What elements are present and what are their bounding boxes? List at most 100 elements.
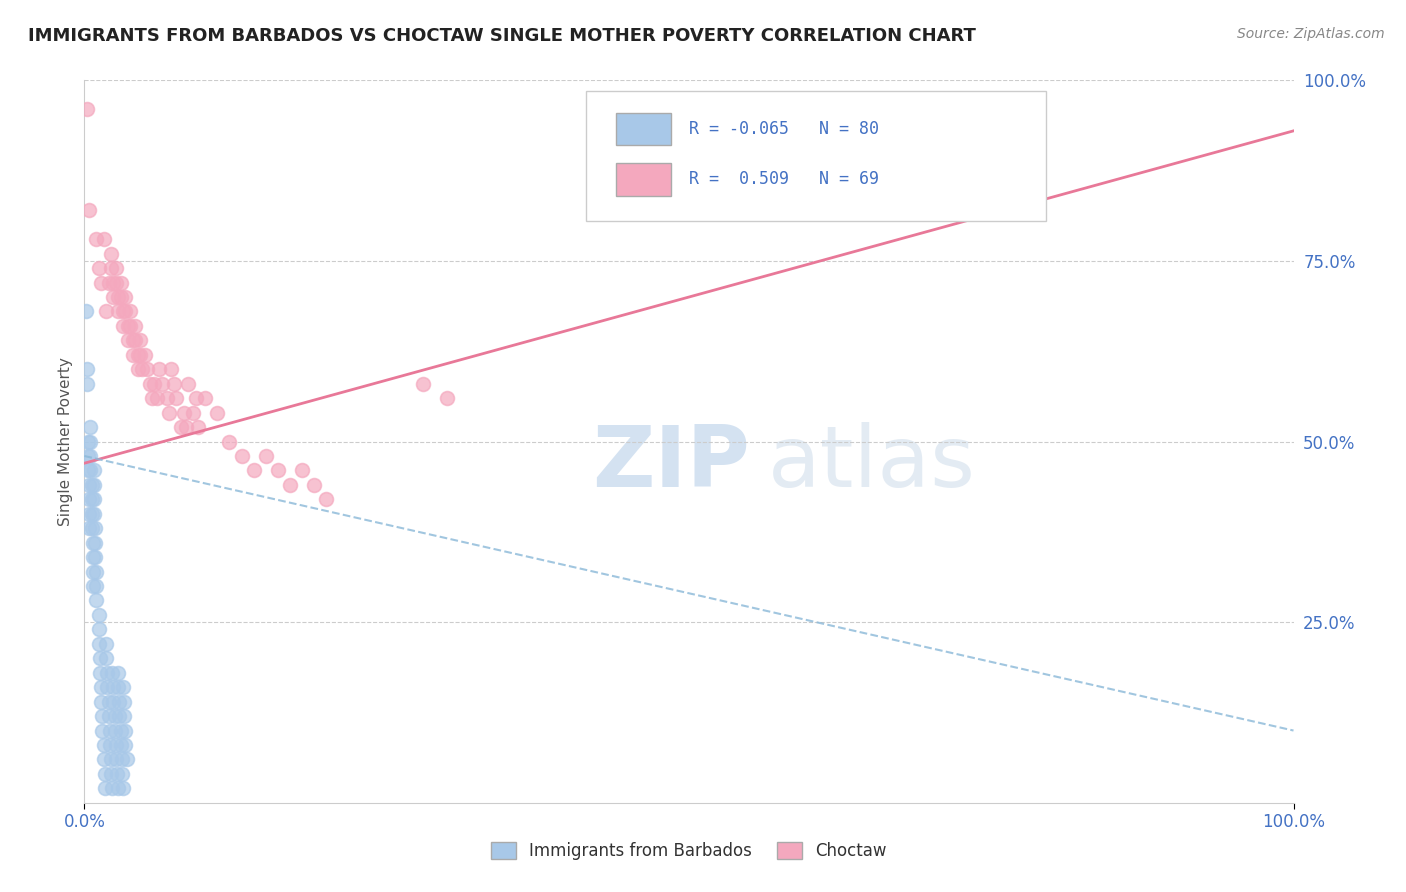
Point xyxy=(103,276,125,290)
Text: IMMIGRANTS FROM BARBADOS VS CHOCTAW SINGLE MOTHER POVERTY CORRELATION CHART: IMMIGRANTS FROM BARBADOS VS CHOCTAW SING… xyxy=(28,27,976,45)
Point xyxy=(278,478,301,492)
Point xyxy=(114,290,136,304)
Point xyxy=(94,651,117,665)
Point xyxy=(131,362,153,376)
Point xyxy=(82,565,104,579)
Point xyxy=(83,492,105,507)
Point xyxy=(110,723,132,738)
Point xyxy=(103,680,125,694)
Point xyxy=(97,709,120,723)
Point xyxy=(104,261,127,276)
Point xyxy=(98,738,121,752)
Point xyxy=(77,449,100,463)
Point xyxy=(86,232,108,246)
Point xyxy=(103,290,125,304)
Point xyxy=(136,362,159,376)
Point xyxy=(98,723,121,738)
Point xyxy=(80,521,103,535)
Point xyxy=(79,434,101,449)
Point xyxy=(84,550,107,565)
FancyBboxPatch shape xyxy=(586,91,1046,221)
Point xyxy=(90,276,112,290)
Point xyxy=(121,348,143,362)
Point xyxy=(315,492,337,507)
Point xyxy=(90,695,112,709)
Point xyxy=(117,318,139,333)
Point xyxy=(87,637,110,651)
Point xyxy=(110,290,132,304)
Point xyxy=(83,507,105,521)
Point xyxy=(436,391,458,405)
Point xyxy=(138,376,160,391)
Point xyxy=(100,767,122,781)
Point xyxy=(77,203,100,218)
Text: Source: ZipAtlas.com: Source: ZipAtlas.com xyxy=(1237,27,1385,41)
Point xyxy=(107,304,129,318)
Point xyxy=(184,391,207,405)
Point xyxy=(96,665,118,680)
Point xyxy=(105,767,128,781)
Point xyxy=(77,507,100,521)
Y-axis label: Single Mother Poverty: Single Mother Poverty xyxy=(58,357,73,526)
Point xyxy=(108,695,131,709)
Point xyxy=(148,362,170,376)
Point xyxy=(111,767,134,781)
Point xyxy=(207,406,229,420)
Point xyxy=(254,449,277,463)
Point xyxy=(129,334,152,348)
Point xyxy=(108,709,131,723)
Point xyxy=(77,492,100,507)
Point xyxy=(187,420,209,434)
Point xyxy=(302,478,325,492)
Point xyxy=(97,695,120,709)
Point xyxy=(82,550,104,565)
Point xyxy=(107,290,129,304)
Point xyxy=(218,434,240,449)
Point xyxy=(157,406,180,420)
Point xyxy=(96,680,118,694)
Point xyxy=(89,651,111,665)
Point xyxy=(267,463,290,477)
Point xyxy=(110,276,132,290)
Point xyxy=(115,752,138,766)
Point xyxy=(165,391,187,405)
Point xyxy=(86,593,108,607)
Point xyxy=(112,695,135,709)
Point xyxy=(103,695,125,709)
Point xyxy=(87,261,110,276)
Point xyxy=(87,623,110,637)
Point xyxy=(127,348,149,362)
Point xyxy=(163,376,186,391)
Point xyxy=(90,680,112,694)
Point xyxy=(291,463,314,477)
Point xyxy=(134,348,156,362)
Point xyxy=(80,507,103,521)
Text: R =  0.509   N = 69: R = 0.509 N = 69 xyxy=(689,170,879,188)
Point xyxy=(129,348,152,362)
Point xyxy=(231,449,253,463)
Point xyxy=(124,334,146,348)
Point xyxy=(93,232,115,246)
Point xyxy=(93,738,115,752)
Point xyxy=(114,723,136,738)
Point xyxy=(104,723,127,738)
Point xyxy=(77,478,100,492)
Point xyxy=(173,406,195,420)
Point xyxy=(77,521,100,535)
Point xyxy=(150,376,173,391)
Point xyxy=(93,752,115,766)
Point xyxy=(82,535,104,549)
Point xyxy=(114,738,136,752)
Bar xyxy=(616,163,671,196)
Point xyxy=(79,463,101,477)
Point xyxy=(84,521,107,535)
Point xyxy=(94,637,117,651)
Text: ZIP: ZIP xyxy=(592,422,749,505)
Point xyxy=(100,752,122,766)
Point xyxy=(80,492,103,507)
Point xyxy=(160,362,183,376)
Point xyxy=(107,680,129,694)
Point xyxy=(75,304,97,318)
Point xyxy=(94,781,117,796)
Point xyxy=(89,665,111,680)
